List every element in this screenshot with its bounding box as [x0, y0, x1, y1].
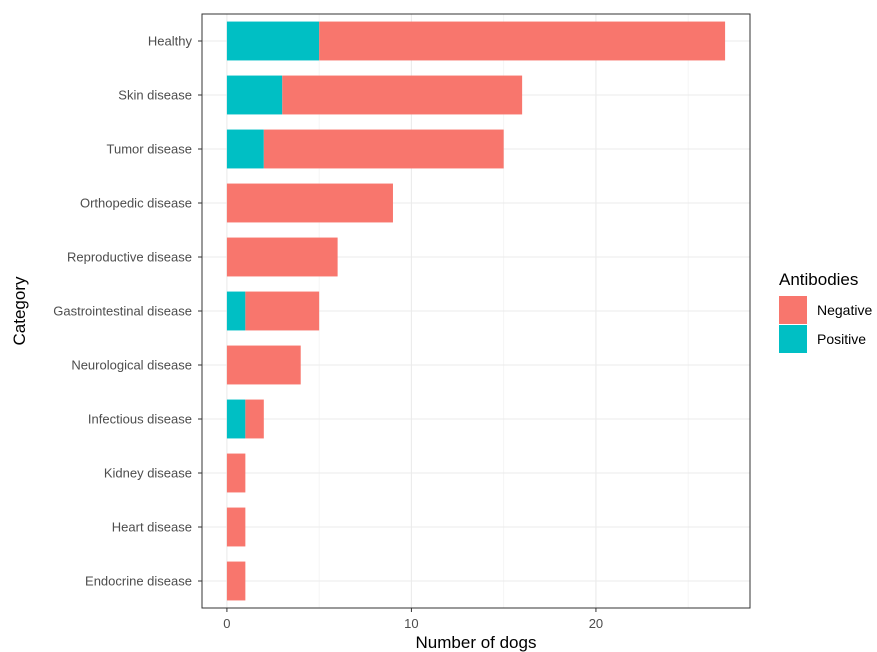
legend-title: Antibodies — [779, 270, 858, 289]
bars-layer — [226, 21, 726, 601]
bar-positive-healthy — [226, 21, 320, 61]
bar-negative-heart-disease — [226, 507, 246, 547]
y-axis: Healthy Skin disease Tumor disease Orthoped… — [53, 34, 202, 589]
bar-positive-infectious-disease — [226, 399, 246, 439]
y-tick-label: Endocrine disease — [85, 574, 192, 589]
y-tick-label: Orthopedic disease — [80, 196, 192, 211]
bar-negative-skin-disease — [282, 75, 523, 115]
x-tick-label: 20 — [589, 616, 603, 631]
bar-negative-infectious-disease — [245, 399, 264, 439]
y-tick-label: Tumor disease — [107, 142, 193, 157]
bar-negative-gastrointestinal-disease — [245, 291, 320, 331]
x-axis: 0 10 20 — [223, 608, 603, 631]
bar-negative-kidney-disease — [226, 453, 246, 493]
y-tick-label: Healthy — [148, 34, 193, 49]
bar-negative-healthy — [319, 21, 726, 61]
bar-negative-orthopedic-disease — [226, 183, 393, 223]
y-tick-label: Gastrointestinal disease — [53, 304, 192, 319]
legend: Antibodies Negative Positive — [779, 270, 872, 353]
legend-key-negative — [779, 296, 807, 324]
bar-positive-tumor-disease — [226, 129, 264, 169]
y-axis-title: Category — [10, 276, 29, 345]
bar-negative-endocrine-disease — [226, 561, 246, 601]
y-tick-label: Reproductive disease — [67, 250, 192, 265]
y-tick-label: Infectious disease — [88, 412, 192, 427]
bar-negative-neurological-disease — [226, 345, 301, 385]
y-tick-label: Skin disease — [118, 88, 192, 103]
legend-label-positive: Positive — [817, 331, 866, 347]
bar-positive-skin-disease — [226, 75, 283, 115]
y-tick-label: Kidney disease — [104, 466, 192, 481]
bar-negative-reproductive-disease — [226, 237, 338, 277]
x-tick-label: 0 — [223, 616, 230, 631]
legend-key-positive — [779, 325, 807, 353]
bar-negative-tumor-disease — [263, 129, 504, 169]
legend-label-negative: Negative — [817, 302, 872, 318]
bar-positive-gastrointestinal-disease — [226, 291, 246, 331]
x-tick-label: 10 — [404, 616, 418, 631]
x-axis-title: Number of dogs — [416, 633, 537, 652]
y-tick-label: Heart disease — [112, 520, 192, 535]
y-tick-label: Neurological disease — [71, 358, 192, 373]
